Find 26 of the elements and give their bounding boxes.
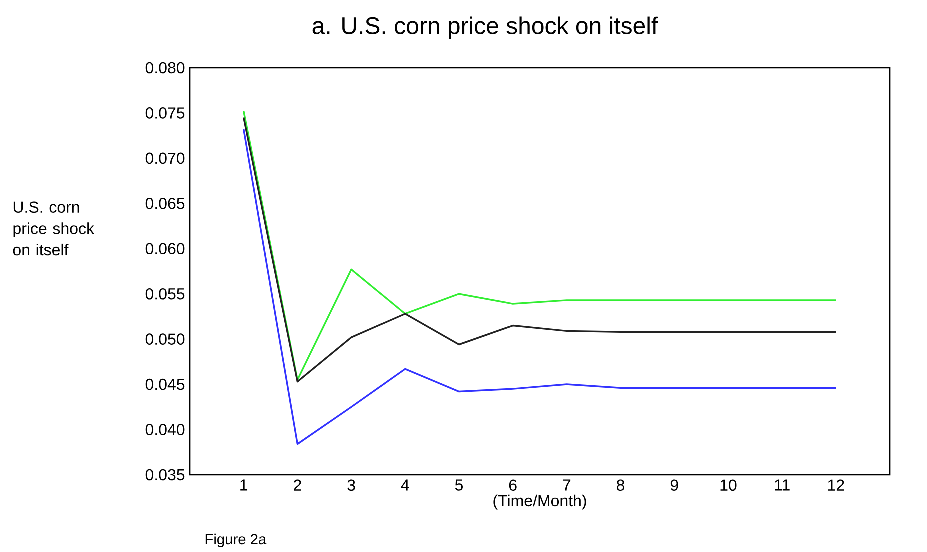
y-tick-label: 0.080 bbox=[146, 62, 185, 74]
x-tick-label: 4 bbox=[401, 480, 410, 491]
x-tick-label: 2 bbox=[294, 480, 302, 491]
y-tick-label: 0.040 bbox=[146, 424, 185, 436]
y-tick-label: 0.035 bbox=[146, 469, 185, 481]
x-tick-label: 7 bbox=[563, 480, 571, 491]
caption: Figure 2a bbox=[206, 534, 267, 548]
y-tick-label: 0.060 bbox=[146, 243, 185, 255]
y-tick-label: 0.050 bbox=[146, 334, 185, 346]
x-tick-label: 6 bbox=[509, 480, 517, 492]
x-tick-label: 5 bbox=[455, 480, 464, 491]
y-tick-label: 0.045 bbox=[146, 378, 185, 390]
x-tick-label: 12 bbox=[828, 480, 844, 491]
x-tick-label: 3 bbox=[348, 480, 356, 492]
x-tick-label: 10 bbox=[720, 480, 737, 492]
x-tick-label: 1 bbox=[240, 480, 248, 491]
y-tick-label: 0.070 bbox=[146, 152, 185, 164]
chart-title: a. U.S. corn price shock on itself bbox=[312, 16, 658, 40]
y-tick-label: 0.075 bbox=[146, 108, 185, 119]
y-tick-label: 0.065 bbox=[146, 198, 185, 210]
y-axis-title: U.S. corn price shock on itself bbox=[13, 202, 95, 256]
x-tick-label: 9 bbox=[670, 480, 678, 492]
x-tick-label: 11 bbox=[775, 480, 790, 491]
y-tick-label: 0.055 bbox=[146, 288, 185, 300]
x-axis-title: (Time/Month) bbox=[494, 494, 586, 510]
x-tick-label: 8 bbox=[617, 480, 625, 492]
